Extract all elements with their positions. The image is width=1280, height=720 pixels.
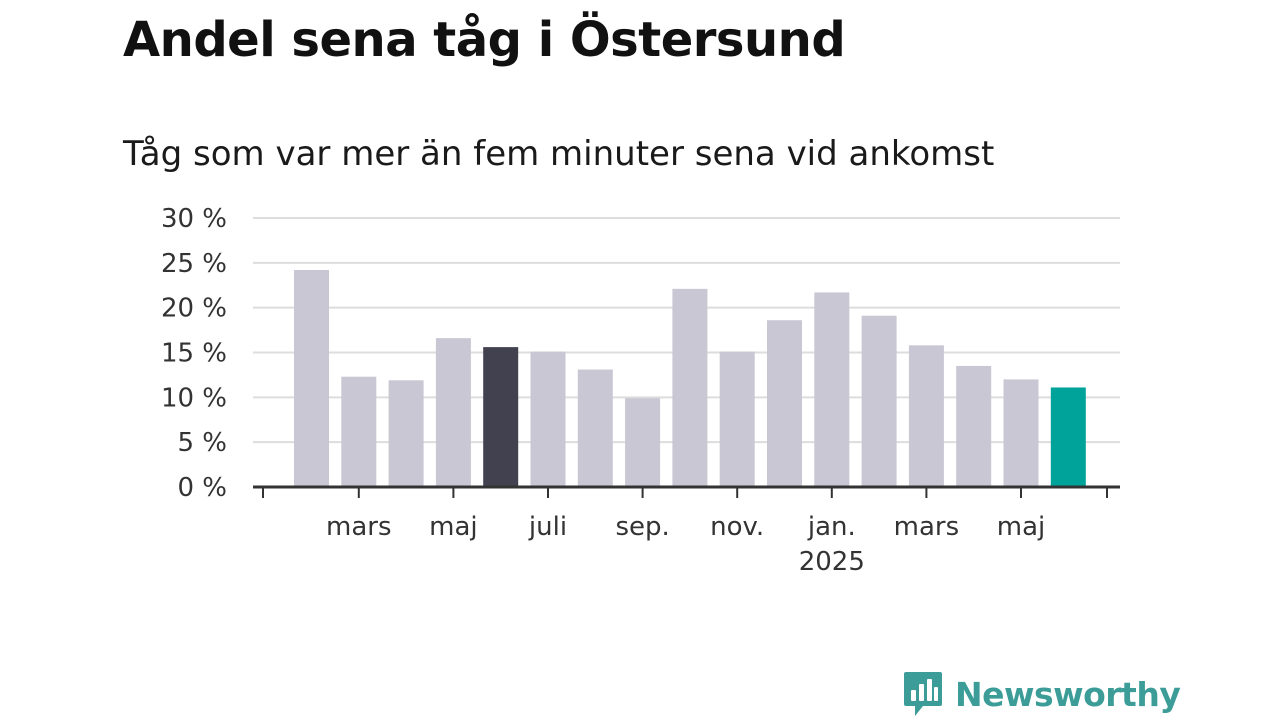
x-tick-label: maj (997, 512, 1045, 542)
bar (530, 351, 566, 487)
bar (767, 320, 802, 487)
x-tick-label: jan. (807, 512, 856, 542)
newsworthy-brand: Newsworthy (903, 670, 1181, 718)
bar (625, 398, 661, 487)
chart-subtitle: Tåg som var mer än fem minuter sena vid … (123, 134, 995, 174)
y-tick-label: 30 % (161, 204, 227, 234)
y-tick-label: 25 % (161, 249, 227, 279)
bar (577, 369, 613, 487)
bar (388, 380, 424, 487)
x-axis (253, 485, 1120, 498)
y-tick-label: 10 % (161, 383, 227, 413)
x-tick-label: juli (528, 512, 567, 542)
bars (294, 270, 1086, 487)
bar (1003, 379, 1039, 487)
y-tick-label: 15 % (161, 339, 227, 369)
x-tick-label: nov. (710, 512, 764, 542)
y-tick-label: 20 % (161, 294, 227, 324)
bar (672, 288, 708, 487)
chart-title: Andel sena tåg i Östersund (123, 12, 846, 68)
bar (483, 347, 519, 487)
x-tick-year-label: 2025 (799, 547, 865, 577)
bar (908, 345, 944, 487)
newsworthy-logo-icon (904, 672, 942, 716)
bar (435, 338, 471, 487)
bar (861, 315, 897, 487)
y-tick-label: 5 % (177, 428, 227, 458)
bar-chart: 0 % 5 % 10 % 15 % 20 % 25 % 30 % mars maj juli se… (161, 204, 1120, 577)
x-axis-tick-labels: mars maj juli sep. nov. jan. 2025 mars maj (326, 512, 1045, 577)
y-axis-tick-labels: 0 % 5 % 10 % 15 % 20 % 25 % 30 % (161, 204, 227, 503)
x-tick-label: mars (894, 512, 960, 542)
bar (719, 351, 755, 487)
y-tick-label: 0 % (177, 473, 227, 503)
bar (814, 292, 850, 487)
bar (341, 376, 377, 487)
brand-name: Newsworthy (955, 674, 1181, 714)
bar (956, 365, 992, 487)
x-tick-label: maj (429, 512, 477, 542)
x-tick-label: mars (326, 512, 392, 542)
bar (1050, 387, 1086, 487)
bar (294, 270, 329, 487)
x-tick-label: sep. (615, 512, 669, 542)
